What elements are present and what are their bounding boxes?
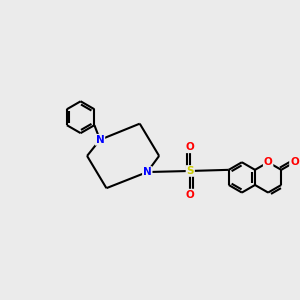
Text: O: O [264, 157, 272, 167]
Text: S: S [187, 166, 194, 176]
Text: N: N [96, 135, 104, 145]
Text: O: O [290, 157, 299, 167]
Text: O: O [186, 190, 195, 200]
Text: N: N [143, 167, 152, 177]
Text: O: O [186, 142, 195, 152]
